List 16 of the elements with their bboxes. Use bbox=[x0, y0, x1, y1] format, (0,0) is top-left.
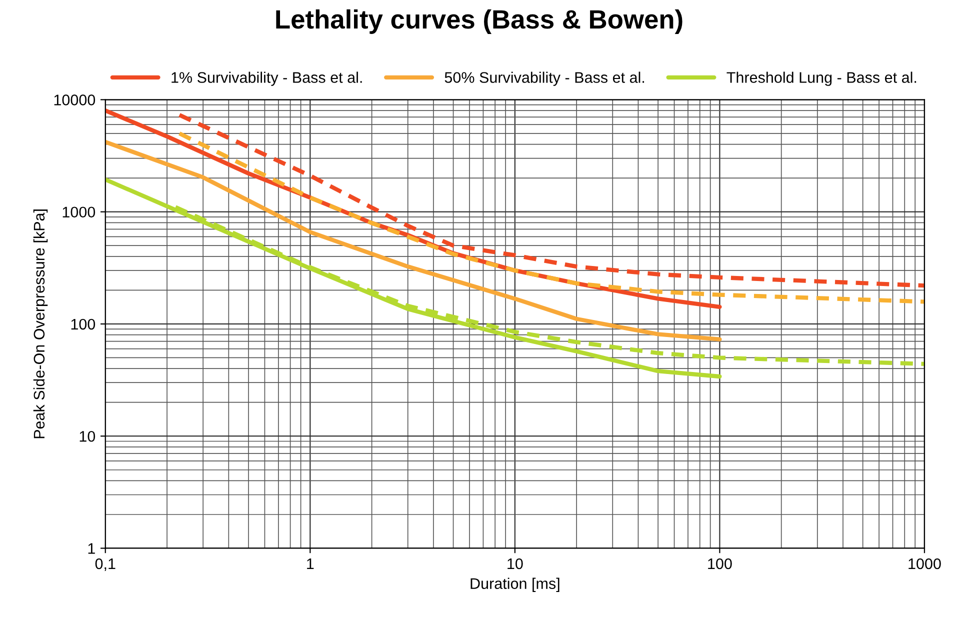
chart-title: Lethality curves (Bass & Bowen) bbox=[276, 9, 682, 34]
y-tick-label: 10000 bbox=[54, 94, 96, 106]
y-tick-label: 100 bbox=[71, 318, 96, 330]
y-axis-title: Peak Side-On Overpressure [kPa] bbox=[33, 210, 48, 438]
x-tick-label: 10 bbox=[508, 558, 523, 570]
x-tick-label: 1000 bbox=[908, 558, 941, 570]
legend-label: Threshold Lung - Bass et al. bbox=[726, 72, 916, 86]
y-tick-label: 1 bbox=[88, 543, 95, 554]
y-tick-label: 10 bbox=[80, 430, 96, 442]
x-axis-title: Duration [ms] bbox=[470, 578, 560, 592]
legend-label: 50% Survivability - Bass et al. bbox=[444, 72, 644, 86]
x-tick-label: 1 bbox=[307, 558, 314, 570]
x-tick-label: 100 bbox=[708, 558, 732, 570]
y-tick-label: 1000 bbox=[62, 206, 96, 218]
legend-label: 1% Survivability - Bass et al. bbox=[172, 72, 362, 86]
x-tick-label: 0,1 bbox=[95, 558, 116, 571]
